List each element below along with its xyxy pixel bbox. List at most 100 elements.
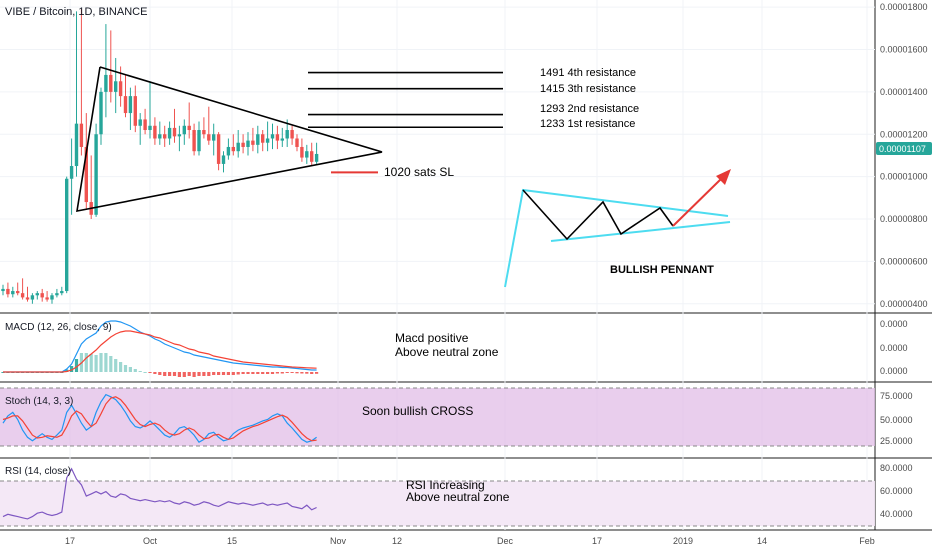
candle-body <box>212 134 216 141</box>
candle-body <box>163 134 167 139</box>
time-tick-label: 12 <box>392 536 402 546</box>
candle-body <box>310 151 314 162</box>
candle-body <box>187 125 191 131</box>
candle-body <box>79 123 84 147</box>
macd-histogram-bar <box>300 372 304 374</box>
candle-body <box>30 295 35 300</box>
drawings <box>76 66 731 288</box>
macd-histogram-bar <box>212 372 216 375</box>
macd-histogram-bar <box>187 372 191 376</box>
time-tick-label: 2019 <box>673 536 693 546</box>
time-tick-label: 14 <box>757 536 767 546</box>
price-tick-label: 0.00000400 <box>880 299 928 309</box>
macd-histogram-bar <box>182 372 186 377</box>
bullish-arrow <box>672 177 723 227</box>
stoch-title: Stoch (14, 3, 3) <box>5 396 73 407</box>
time-tick-label: Dec <box>497 536 514 546</box>
macd-histogram-bar <box>168 372 172 376</box>
candles <box>1 9 319 304</box>
candle-body <box>172 127 177 137</box>
resistance-3-label: 1415 3th resistance <box>540 83 636 95</box>
macd-histogram-bar <box>226 372 230 375</box>
macd-histogram-bar <box>315 372 319 374</box>
candle-body <box>109 74 113 92</box>
main-pane[interactable] <box>0 0 875 313</box>
candle-body <box>158 134 162 139</box>
candle-body <box>60 291 64 294</box>
candle-body <box>94 134 98 215</box>
stoch-annotation: Soon bullish CROSS <box>362 404 473 418</box>
time-axis[interactable]: 17 Oct 15 Nov 12 Dec 17 2019 14 Feb <box>65 536 875 546</box>
macd-histogram-bar <box>251 372 255 374</box>
macd-histogram-bar <box>163 372 167 376</box>
rsi-tick-label: 40.0000 <box>880 509 913 519</box>
price-axis[interactable]: 0.00001800 0.00001600 0.00001400 0.00001200… <box>880 2 928 519</box>
candle-body <box>123 96 128 114</box>
candle-body <box>226 146 231 156</box>
candle-body <box>270 134 275 139</box>
triangle-pattern[interactable] <box>76 66 383 213</box>
series-line--d <box>2 396 317 442</box>
macd-histogram-bar <box>143 372 147 373</box>
candle-body <box>143 119 147 131</box>
candle-body <box>221 155 226 164</box>
macd-histogram-bar <box>280 372 284 374</box>
candle-body <box>118 81 123 97</box>
candle-body <box>261 134 265 143</box>
candle-body <box>295 138 299 147</box>
candle-body <box>114 81 118 92</box>
candle-body <box>50 295 54 300</box>
rsi-plot <box>2 467 317 520</box>
candle-body <box>45 297 49 300</box>
candle-body <box>182 125 186 135</box>
price-tick-label: 0.00000600 <box>880 256 928 266</box>
pattern-label: BULLISH PENNANT <box>610 264 714 276</box>
candle-body <box>231 146 235 152</box>
series-line-rsi <box>2 467 317 520</box>
macd-histogram-bar <box>172 372 177 376</box>
candle-body <box>167 127 172 139</box>
candle-body <box>138 119 142 126</box>
macd-histogram-bar <box>109 356 113 372</box>
candle-body <box>104 74 108 92</box>
candle-body <box>314 153 319 162</box>
macd-title: MACD (12, 26, close, 9) <box>5 322 112 333</box>
macd-plot <box>1 320 319 377</box>
candle-body <box>275 134 280 141</box>
macd-tick-label: 0.0000 <box>880 319 908 329</box>
resistance-1-label: 1233 1st resistance <box>540 118 635 130</box>
macd-histogram-bar <box>305 372 309 374</box>
price-tick-label: 0.00001000 <box>880 172 928 182</box>
candle-body <box>20 293 25 298</box>
macd-histogram-bar <box>70 366 74 372</box>
macd-histogram-bar <box>192 372 196 377</box>
last-price-tag <box>876 142 932 155</box>
candle-body <box>65 178 69 292</box>
stoch-plot <box>2 393 317 443</box>
macd-histogram-bar <box>128 367 132 372</box>
candle-body <box>256 134 260 145</box>
candle-body <box>241 142 245 147</box>
pennant-zigzag <box>522 189 674 241</box>
candle-body <box>35 293 39 296</box>
macd-annotation-line2: Above neutral zone <box>395 345 499 359</box>
time-tick-label: Feb <box>859 536 875 546</box>
candle-body <box>280 138 284 141</box>
macd-histogram-bar <box>285 372 289 373</box>
rsi-tick-label: 80.0000 <box>880 463 913 473</box>
macd-histogram-bar <box>153 372 157 374</box>
candle-body <box>197 130 201 152</box>
candle-body <box>128 96 133 114</box>
candle-body <box>133 96 137 126</box>
macd-histogram-bar <box>138 371 142 372</box>
candle-body <box>99 91 103 135</box>
rsi-tick-label: 60.0000 <box>880 486 913 496</box>
pennant-lower-line[interactable] <box>550 221 731 242</box>
candle-body <box>1 288 5 292</box>
candle-body <box>236 142 240 152</box>
macd-histogram-bar <box>231 372 235 375</box>
macd-histogram-bar <box>65 369 69 372</box>
candle-body <box>16 291 20 294</box>
candle-body <box>251 140 255 145</box>
macd-histogram-bar <box>99 353 103 372</box>
